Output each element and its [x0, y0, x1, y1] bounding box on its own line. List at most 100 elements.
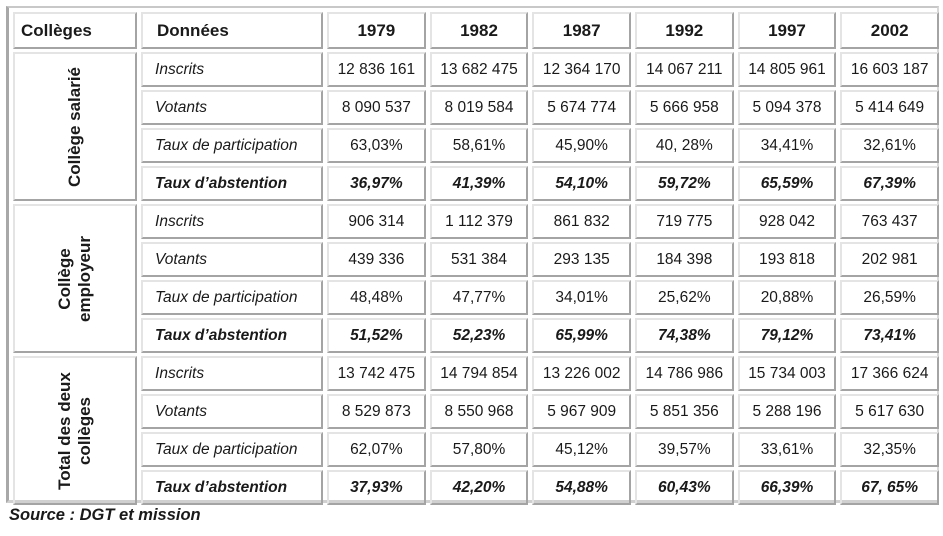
source-note: Source : DGT et mission	[9, 506, 201, 524]
table-cell: 293 135	[532, 242, 631, 277]
table-cell: 32,61%	[840, 128, 939, 163]
table-row: Taux de participation 48,48% 47,77% 34,01% 2…	[13, 280, 939, 315]
table-cell: 42,20%	[429, 470, 529, 505]
table-cell: 34,01%	[532, 280, 631, 315]
table-cell: 15 734 003	[737, 356, 837, 391]
table-cell: 1 112 379	[429, 204, 529, 239]
table-cell: 193 818	[737, 242, 837, 277]
table-cell: 57,80%	[429, 432, 529, 467]
table-cell: 52,23%	[429, 318, 529, 353]
header-year: 2002	[840, 12, 939, 49]
table-cell: 67, 65%	[840, 470, 939, 505]
college-name-line: Collège	[55, 247, 75, 310]
table-cell: 5 674 774	[532, 90, 631, 125]
college-name: Collège employeur	[55, 236, 95, 322]
table-cell: 59,72%	[635, 166, 734, 201]
college-group-label: Collège employeur	[13, 204, 138, 353]
table-cell: 13 682 475	[429, 52, 529, 87]
table-cell: 36,97%	[327, 166, 426, 201]
table-cell: 8 550 968	[429, 394, 529, 429]
table-cell: 13 226 002	[532, 356, 631, 391]
table-cell: 5 094 378	[737, 90, 837, 125]
table-cell: 763 437	[840, 204, 939, 239]
election-table: Collèges Données 1979 1982 1987 1992 1997 200…	[9, 9, 943, 508]
header-year: 1997	[737, 12, 837, 49]
table-cell: 58,61%	[429, 128, 529, 163]
table-cell: 63,03%	[327, 128, 426, 163]
table-row: Collège employeur Inscrits 906 314 1 112 379…	[13, 204, 939, 353]
table-cell: 37,93%	[327, 470, 426, 505]
row-label: Taux d’abstention	[141, 318, 324, 353]
header-year: 1982	[429, 12, 529, 49]
table-cell: 45,12%	[532, 432, 631, 467]
college-group-label: Total des deux collèges	[13, 356, 138, 505]
table-row: Taux de participation 62,07% 57,80% 45,12% 3…	[13, 432, 939, 467]
table-cell: 65,99%	[532, 318, 631, 353]
row-label: Votants	[141, 90, 324, 125]
table-cell: 5 967 909	[532, 394, 631, 429]
table-cell: 12 836 161	[327, 52, 426, 87]
table-cell: 62,07%	[327, 432, 426, 467]
table-cell: 719 775	[635, 204, 734, 239]
header-row: Collèges Données 1979 1982 1987 1992 1997 200…	[13, 12, 939, 49]
table-cell: 26,59%	[840, 280, 939, 315]
table-row: Collège salarié Inscrits 12 836 161 13 682 …	[13, 52, 939, 201]
table-row: Total des deux collèges Inscrits 13 742 475…	[13, 356, 939, 505]
table-cell: 531 384	[429, 242, 529, 277]
header-donnees: Données	[141, 12, 324, 49]
table-cell: 60,43%	[635, 470, 734, 505]
table-cell: 39,57%	[635, 432, 734, 467]
row-label: Taux de participation	[141, 432, 324, 467]
row-label: Inscrits	[141, 52, 324, 87]
table-cell: 14 067 211	[635, 52, 734, 87]
table-cell: 906 314	[327, 204, 426, 239]
table-cell: 74,38%	[635, 318, 734, 353]
header-year: 1992	[635, 12, 734, 49]
table-row: Taux d’abstention 51,52% 52,23% 65,99% 74,38…	[13, 318, 939, 353]
table-cell: 14 805 961	[737, 52, 837, 87]
table-cell: 439 336	[327, 242, 426, 277]
table-row: Taux d’abstention 37,93% 42,20% 54,88% 60,43…	[13, 470, 939, 505]
table-row: Votants 8 529 873 8 550 968 5 967 909 5 851 …	[13, 394, 939, 429]
table-cell: 40, 28%	[635, 128, 734, 163]
table-cell: 5 288 196	[737, 394, 837, 429]
table-cell: 861 832	[532, 204, 631, 239]
table-cell: 54,88%	[532, 470, 631, 505]
table-cell: 34,41%	[737, 128, 837, 163]
table-cell: 25,62%	[635, 280, 734, 315]
row-label: Votants	[141, 394, 324, 429]
college-name-line: Collège salarié	[65, 66, 85, 187]
table-cell: 5 617 630	[840, 394, 939, 429]
table-row: Votants 8 090 537 8 019 584 5 674 774 5 666 …	[13, 90, 939, 125]
table-cell: 14 786 986	[635, 356, 734, 391]
table-cell: 13 742 475	[327, 356, 426, 391]
table-cell: 20,88%	[737, 280, 837, 315]
college-name-line: collèges	[75, 396, 95, 465]
table-cell: 8 090 537	[327, 90, 426, 125]
table-cell: 67,39%	[840, 166, 939, 201]
table-cell: 51,52%	[327, 318, 426, 353]
college-name: Total des deux collèges	[55, 372, 95, 490]
table-cell: 5 414 649	[840, 90, 939, 125]
table-cell: 65,59%	[737, 166, 837, 201]
table-cell: 202 981	[840, 242, 939, 277]
row-label: Inscrits	[141, 204, 324, 239]
header-year: 1979	[327, 12, 426, 49]
table-cell: 8 019 584	[429, 90, 529, 125]
table-cell: 41,39%	[429, 166, 529, 201]
college-name-line: employeur	[75, 235, 95, 322]
row-label: Taux de participation	[141, 128, 324, 163]
table-cell: 16 603 187	[840, 52, 939, 87]
table-cell: 184 398	[635, 242, 734, 277]
table-cell: 5 851 356	[635, 394, 734, 429]
row-label: Taux d’abstention	[141, 166, 324, 201]
college-name: Collège salarié	[65, 66, 85, 186]
college-name-line: Total des deux	[55, 371, 75, 490]
college-group-label: Collège salarié	[13, 52, 138, 201]
table-row: Votants 439 336 531 384 293 135 184 398 193 8…	[13, 242, 939, 277]
table-cell: 17 366 624	[840, 356, 939, 391]
table-row: Taux de participation 63,03% 58,61% 45,90% 4…	[13, 128, 939, 163]
table-cell: 54,10%	[532, 166, 631, 201]
header-colleges: Collèges	[13, 12, 138, 49]
table-cell: 33,61%	[737, 432, 837, 467]
